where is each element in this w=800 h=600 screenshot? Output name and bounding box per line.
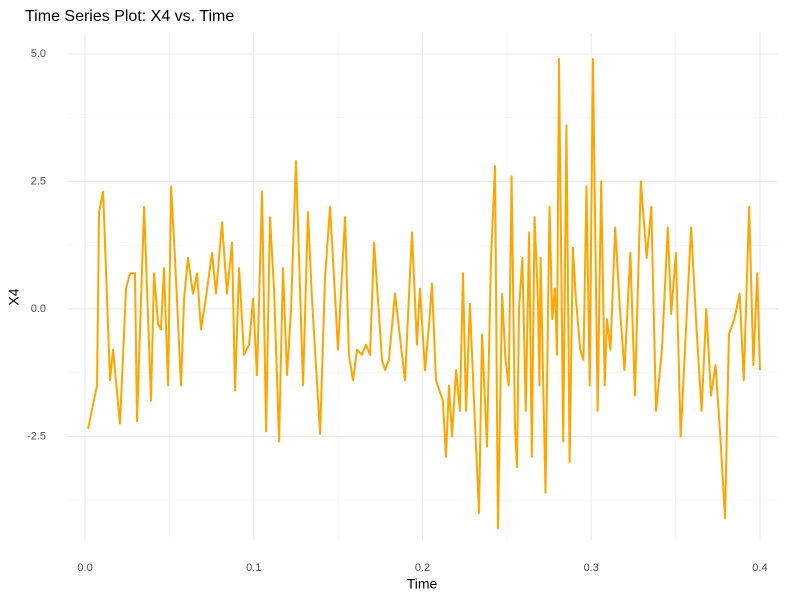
y-tick-label: 2.5 xyxy=(31,175,46,187)
chart-title: Time Series Plot: X4 vs. Time xyxy=(25,8,234,25)
y-axis-title: X4 xyxy=(6,288,22,305)
x-axis-title: Time xyxy=(407,576,438,592)
x-tick-label: 0.4 xyxy=(752,562,767,574)
y-tick-label: -2.5 xyxy=(27,430,46,442)
x-tick-label: 0.2 xyxy=(415,562,430,574)
x-tick-label: 0.0 xyxy=(77,562,92,574)
x-tick-label: 0.1 xyxy=(246,562,261,574)
x-tick-label: 0.3 xyxy=(584,562,599,574)
y-tick-label: 5.0 xyxy=(31,48,46,60)
y-tick-label: 0.0 xyxy=(31,303,46,315)
data-line xyxy=(87,58,761,530)
